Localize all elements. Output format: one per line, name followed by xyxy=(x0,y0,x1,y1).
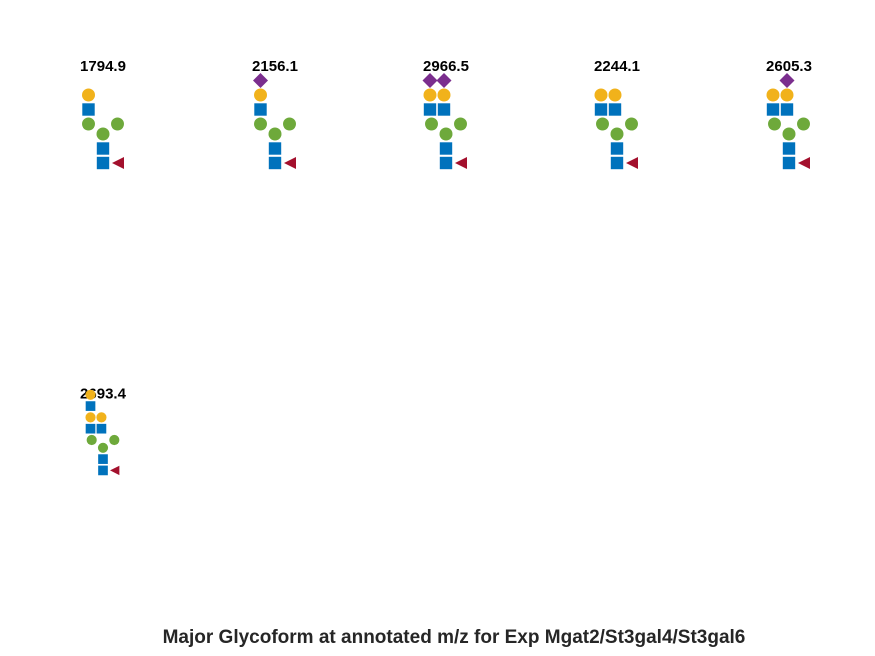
glycan-structure: 1794.9 xyxy=(80,58,126,170)
sialic-acid-diamond xyxy=(422,73,438,88)
mannose-circle xyxy=(425,117,438,131)
fucose-triangle xyxy=(455,157,467,169)
glycan-structure: 2605.3 xyxy=(766,58,812,170)
glycan-panels: 1794.9 2156.1 2966.5 2244.1 2605.3 2693.4 xyxy=(80,58,812,476)
sialic-acid-diamond xyxy=(253,73,268,88)
glcnac-square xyxy=(437,103,451,116)
mannose-circle xyxy=(782,127,796,141)
mannose-circle xyxy=(596,117,609,131)
fucose-triangle xyxy=(798,157,810,169)
mannose-circle xyxy=(283,117,296,131)
mannose-circle xyxy=(610,127,624,141)
glcnac-square xyxy=(780,103,794,116)
glycan-structure: 2244.1 xyxy=(594,58,640,170)
galactose-circle xyxy=(780,88,794,102)
glcnac-square xyxy=(85,423,96,434)
galactose-circle xyxy=(96,412,107,423)
galactose-circle xyxy=(608,88,622,102)
glcnac-square xyxy=(439,142,453,155)
glycan-structure: 2693.4 xyxy=(80,386,127,476)
fucose-triangle xyxy=(626,157,638,169)
galactose-circle xyxy=(254,88,267,102)
galactose-circle xyxy=(766,88,780,102)
galactose-circle xyxy=(85,389,96,400)
glycan-structure: 2156.1 xyxy=(252,58,298,170)
figure-caption: Major Glycoform at annotated m/z for Exp… xyxy=(163,627,746,648)
mannose-circle xyxy=(797,117,810,131)
galactose-circle xyxy=(85,412,96,423)
glcnac-square xyxy=(610,156,624,170)
glcnac-square xyxy=(594,103,608,116)
mannose-circle xyxy=(111,117,124,131)
glcnac-square xyxy=(82,103,95,116)
mannose-circle xyxy=(82,117,95,131)
glcnac-square xyxy=(85,401,96,411)
mannose-circle xyxy=(768,117,781,131)
glcnac-square xyxy=(766,103,780,116)
glcnac-square xyxy=(96,156,110,170)
glcnac-square xyxy=(268,142,282,155)
glcnac-square xyxy=(254,103,267,116)
mannose-circle xyxy=(109,434,120,446)
galactose-circle xyxy=(437,88,451,102)
mz-label: 2156.1 xyxy=(252,58,298,75)
glcnac-square xyxy=(782,142,796,155)
glcnac-square xyxy=(96,142,110,155)
glcnac-square xyxy=(98,454,108,464)
glcnac-square xyxy=(610,142,624,155)
mz-label: 2244.1 xyxy=(594,58,640,75)
mz-label: 2966.5 xyxy=(423,58,469,75)
sialic-acid-diamond xyxy=(436,73,452,88)
glcnac-square xyxy=(268,156,282,170)
mannose-circle xyxy=(254,117,267,131)
fucose-triangle xyxy=(112,157,124,169)
galactose-circle xyxy=(423,88,437,102)
mannose-circle xyxy=(454,117,467,131)
glcnac-square xyxy=(98,465,108,476)
glcnac-square xyxy=(608,103,622,116)
glcnac-square xyxy=(439,156,453,170)
mz-label: 2605.3 xyxy=(766,58,812,75)
sialic-acid-diamond xyxy=(779,73,795,88)
galactose-circle xyxy=(82,88,95,102)
fucose-triangle xyxy=(110,465,120,476)
mannose-circle xyxy=(86,434,97,446)
glcnac-square xyxy=(96,423,107,434)
mannose-circle xyxy=(97,442,109,453)
mannose-circle xyxy=(439,127,453,141)
glcnac-square xyxy=(423,103,437,116)
glcnac-square xyxy=(782,156,796,170)
fucose-triangle xyxy=(284,157,296,169)
mannose-circle xyxy=(96,127,110,141)
mz-label: 1794.9 xyxy=(80,58,126,75)
glycan-structure: 2966.5 xyxy=(422,58,469,170)
galactose-circle xyxy=(594,88,608,102)
mannose-circle xyxy=(625,117,638,131)
mannose-circle xyxy=(268,127,282,141)
